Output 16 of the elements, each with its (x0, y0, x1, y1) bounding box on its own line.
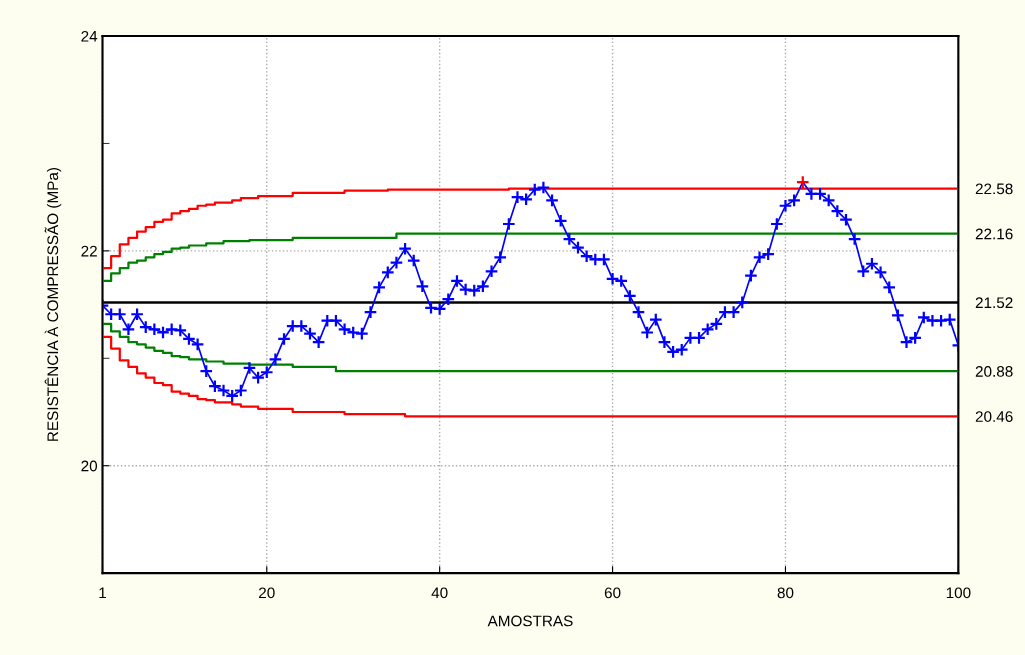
x-tick-label: 80 (777, 587, 794, 599)
y2-tick-label: 20.46 (975, 411, 1013, 422)
y-tick-label: 22 (81, 245, 97, 257)
y2-tick-label: 22.58 (975, 183, 1013, 195)
y2-tick-label: 21.52 (975, 297, 1013, 309)
x-tick-label: 100 (946, 587, 971, 599)
x-tick-label: 20 (259, 587, 275, 599)
y2-tick-label: 20.88 (975, 366, 1013, 377)
x-axis-title: AMOSTRAS (487, 615, 573, 627)
x-tick-label: 60 (604, 587, 621, 599)
x-tick-label: 1 (99, 587, 106, 599)
y2-tick-label: 22.16 (975, 228, 1013, 240)
y-tick-label: 20 (81, 460, 98, 472)
x-tick-label: 40 (431, 587, 448, 599)
y-axis-title: RESISTÊNCIA À COMPRESSÃO (MPa) (44, 168, 62, 441)
y-tick-label: 24 (81, 30, 98, 42)
